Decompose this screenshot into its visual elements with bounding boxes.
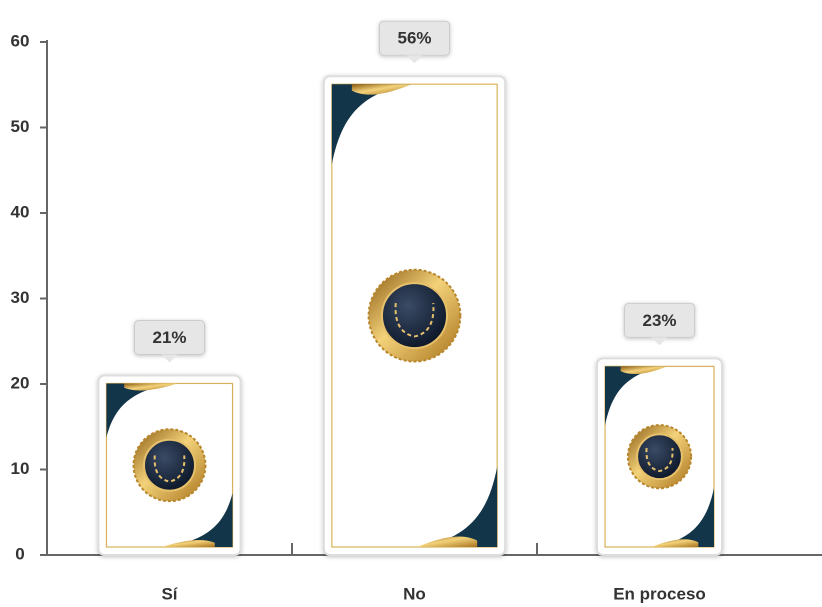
value-label: 21% (152, 328, 186, 347)
laurel (394, 303, 435, 338)
bar-group (322, 75, 507, 556)
medal (380, 282, 449, 350)
y-tick-label: 10 (11, 459, 30, 478)
bar-group (596, 357, 723, 556)
bar-frame (331, 83, 498, 548)
corner-gold (161, 539, 215, 547)
x-tick-label: No (403, 584, 426, 603)
medal (143, 438, 196, 492)
corner-navy (417, 467, 498, 547)
corner-gold (417, 536, 478, 547)
y-tick-label: 0 (15, 544, 24, 563)
x-tick-label: Sí (161, 584, 178, 603)
y-tick-label: 40 (11, 202, 30, 221)
bar-group (97, 374, 242, 557)
corner-gold (651, 539, 699, 547)
y-tick-label: 30 (11, 288, 30, 307)
laurel (645, 447, 674, 473)
value-label: 23% (642, 311, 676, 330)
corner-gold (124, 383, 178, 391)
corner-navy (161, 493, 233, 547)
x-tick-label: En proceso (613, 584, 706, 603)
y-tick-label: 60 (11, 31, 30, 50)
corner-gold (620, 366, 668, 375)
corner-navy (331, 84, 412, 165)
medal (636, 433, 683, 481)
y-tick-label: 50 (11, 117, 30, 136)
corner-gold (351, 84, 412, 95)
value-label-pointer (651, 337, 668, 346)
corner-navy (106, 383, 178, 438)
value-label: 56% (397, 29, 431, 48)
value-label-pointer (406, 55, 423, 64)
corner-navy (605, 366, 668, 426)
corner-navy (651, 488, 714, 547)
y-tick-label: 20 (11, 373, 30, 392)
value-label-pointer (161, 354, 178, 363)
